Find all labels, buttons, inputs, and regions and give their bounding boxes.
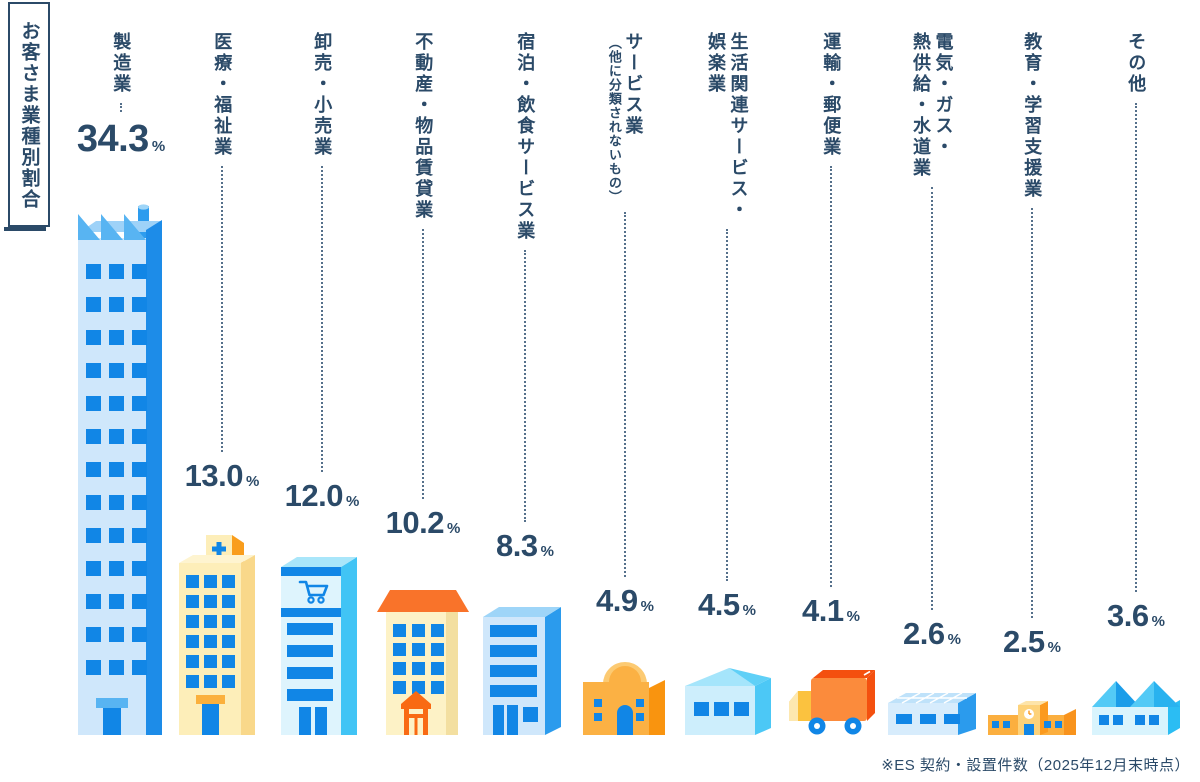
utility-plant-icon bbox=[888, 692, 976, 735]
leader-line bbox=[726, 229, 728, 581]
leader-line bbox=[931, 187, 933, 610]
value-label: 13.0% bbox=[184, 458, 260, 493]
value-label: 3.6% bbox=[1107, 598, 1165, 633]
category-label: その他 bbox=[1126, 32, 1147, 95]
leader-line bbox=[221, 166, 223, 452]
leader-line bbox=[422, 229, 424, 499]
chart-column-life-amusement: 生活関連サービス・ 娯楽業 4.5% bbox=[662, 32, 792, 735]
value-label: 34.3% bbox=[76, 118, 166, 160]
leader-line bbox=[830, 166, 832, 587]
chart-column-manufacturing: 製造業 34.3% bbox=[56, 32, 186, 735]
value-label: 8.3% bbox=[496, 528, 554, 563]
leader-line bbox=[321, 166, 323, 472]
value-label: 10.2% bbox=[385, 505, 461, 540]
category-label: 運輸・郵便業 bbox=[821, 32, 842, 158]
category-label: 宿泊・飲食サービス業 bbox=[515, 32, 536, 242]
category-label: 教育・学習支援業 bbox=[1022, 32, 1043, 200]
footnote: ※ES 契約・設置件数（2025年12月末時点） bbox=[881, 757, 1190, 774]
chart-column-medical-welfare: 医療・福祉業 13.0% bbox=[157, 32, 287, 735]
chart-column-others: その他 3.6% bbox=[1071, 32, 1200, 735]
chart-title-box: お客さま業種別割合 bbox=[4, 2, 50, 231]
retail-store-icon bbox=[281, 557, 357, 735]
houses-icon bbox=[1092, 681, 1180, 735]
value-label: 4.5% bbox=[698, 587, 756, 622]
category-label: 不動産・物品賃貸業 bbox=[413, 32, 434, 221]
chart-column-education: 教育・学習支援業 2.5% bbox=[967, 32, 1097, 735]
value-label: 12.0% bbox=[284, 478, 360, 513]
leader-line bbox=[1135, 103, 1137, 592]
chart-column-wholesale-retail: 卸売・小売業 12.0% bbox=[257, 32, 387, 735]
chart-column-accommodation-food: 宿泊・飲食サービス業 8.3% bbox=[460, 32, 590, 735]
factory-icon bbox=[78, 204, 162, 735]
hotel-restaurant-icon bbox=[483, 607, 561, 735]
leader-line bbox=[120, 103, 122, 112]
school-icon bbox=[988, 701, 1076, 735]
category-label: 電気・ガス・ 熱供給・水道業 bbox=[911, 32, 954, 179]
value-label: 4.1% bbox=[802, 593, 860, 628]
hospital-icon bbox=[179, 535, 255, 735]
service-dome-building-icon bbox=[583, 662, 665, 735]
real-estate-building-icon bbox=[377, 590, 469, 735]
chart-column-utilities: 電気・ガス・ 熱供給・水道業 2.6% bbox=[867, 32, 997, 735]
category-label: 医療・福祉業 bbox=[212, 32, 233, 158]
category-label: サービス業 （他に分類されないもの） bbox=[606, 32, 644, 204]
chart-column-services: サービス業 （他に分類されないもの） 4.9% bbox=[560, 32, 690, 735]
amusement-hall-icon bbox=[685, 668, 771, 735]
delivery-truck-icon bbox=[789, 670, 875, 735]
value-label: 2.5% bbox=[1003, 624, 1061, 659]
chart-title: お客さま業種別割合 bbox=[18, 21, 40, 210]
chart-column-transport-postal: 運輸・郵便業 4.1% bbox=[766, 32, 896, 735]
leader-line bbox=[624, 212, 626, 577]
category-label: 卸売・小売業 bbox=[312, 32, 333, 158]
value-label: 4.9% bbox=[596, 583, 654, 618]
leader-line bbox=[524, 250, 526, 522]
category-label: 製造業 bbox=[111, 32, 132, 95]
category-label: 生活関連サービス・ 娯楽業 bbox=[706, 32, 749, 221]
value-label: 2.6% bbox=[903, 616, 961, 651]
leader-line bbox=[1031, 208, 1033, 618]
chart-column-real-estate: 不動産・物品賃貸業 10.2% bbox=[358, 32, 488, 735]
